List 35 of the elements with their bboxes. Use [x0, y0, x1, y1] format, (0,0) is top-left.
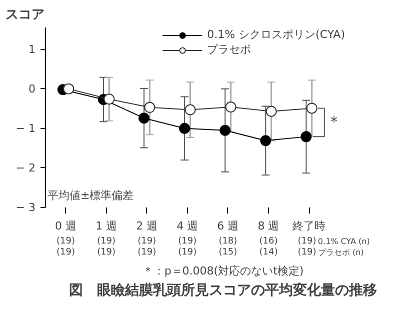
text: (19) — [97, 236, 116, 246]
x-tick-label: 2 週 — [136, 220, 158, 232]
text: (14) — [259, 248, 278, 258]
text: (19) — [97, 248, 116, 258]
text: プラセボ (n) — [318, 248, 364, 257]
text: (15) — [218, 248, 238, 258]
x-tick-label: 8 週 — [258, 220, 280, 232]
text: (19) — [178, 236, 197, 246]
y-tick-label: − 1 — [16, 122, 36, 135]
y-tick-label: − 2 — [16, 161, 36, 174]
text: 0.1% CYA (n) — [318, 237, 370, 246]
legend-label: 0.1% シクロスポリン(CYA) — [207, 27, 345, 42]
x-tick-label: 6 週 — [217, 220, 239, 232]
text: (18) — [218, 236, 238, 246]
y-axis-title: スコア — [6, 8, 44, 22]
text: (19) — [178, 248, 197, 258]
y-tick-label: − 3 — [16, 201, 36, 214]
y-tick-label: 1 — [28, 42, 36, 56]
annotation: 平均値±標準偏差 — [48, 189, 134, 202]
text: ＊：p＝0.008(対応のないt検定) — [142, 264, 304, 278]
text: 図 眼瞼結膜乳頭所見スコアの平均変化量の推移 — [69, 282, 377, 298]
text: (19) — [56, 236, 76, 246]
x-tick-label: 1 週 — [96, 220, 118, 232]
text: (19) — [56, 248, 76, 258]
text: (19) — [298, 248, 316, 258]
legend-label: プラセボ — [207, 42, 252, 57]
text: (19) — [138, 236, 156, 246]
text: (16) — [259, 236, 278, 246]
x-tick-label: 0 週 — [55, 220, 77, 232]
x-tick-label: 終了時 — [292, 220, 326, 232]
y-tick-label: 0 — [28, 82, 36, 96]
text: (19) — [138, 248, 156, 258]
annotation: * — [330, 114, 338, 130]
x-tick-label: 4 週 — [176, 220, 198, 232]
text: (19) — [298, 236, 316, 246]
